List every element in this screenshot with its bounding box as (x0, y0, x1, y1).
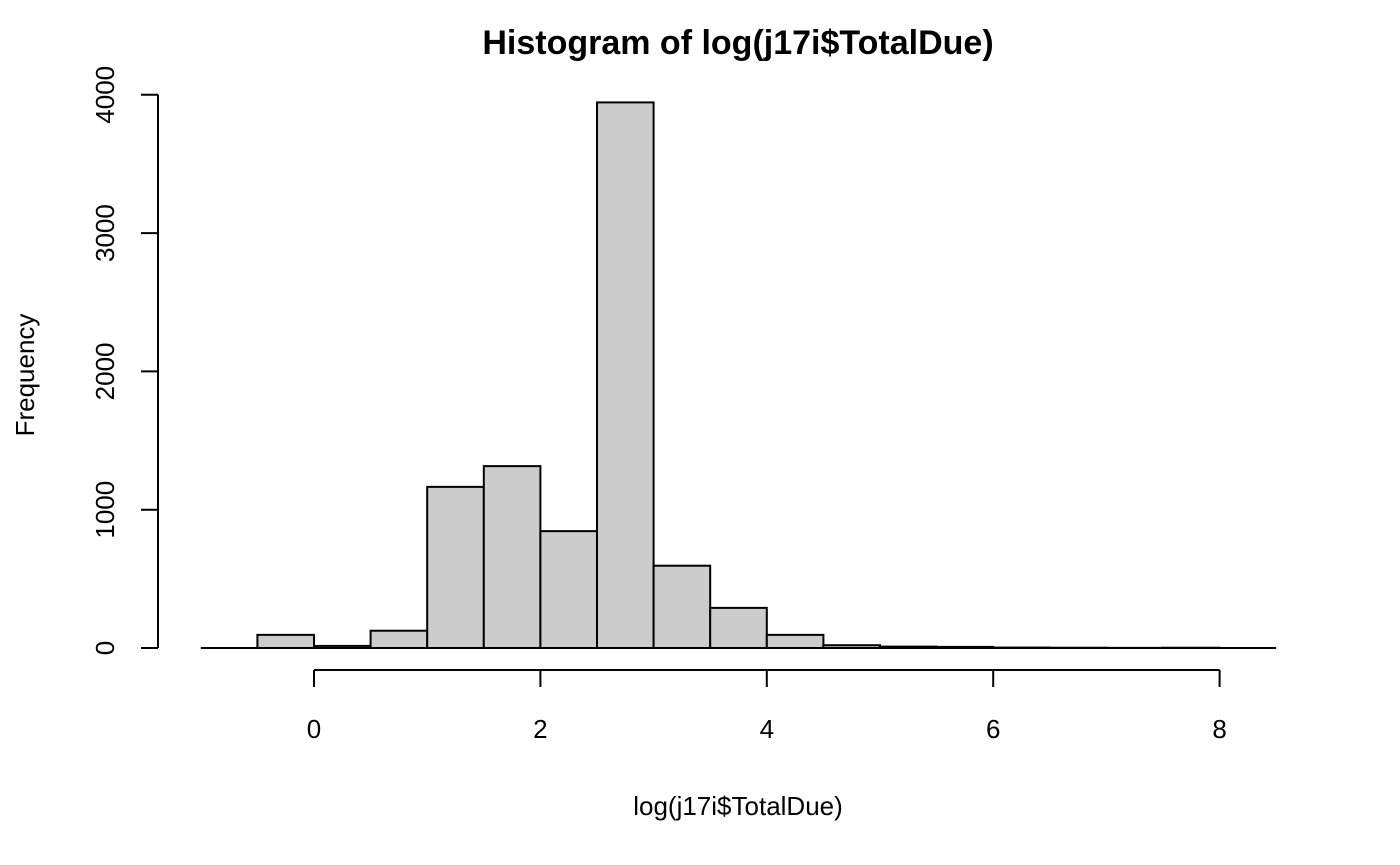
y-axis-label: Frequency (10, 314, 40, 437)
y-tick-label: 3000 (90, 204, 120, 262)
y-tick-label: 4000 (90, 66, 120, 124)
histogram-bar (879, 645, 938, 650)
x-tick-label: 6 (986, 714, 1000, 744)
histogram-bar (482, 465, 542, 649)
bars-group (200, 101, 1277, 650)
histogram-bar (765, 633, 825, 650)
histogram-bar (256, 633, 315, 650)
x-tick-label: 8 (1212, 714, 1226, 744)
x-axis-label: log(j17i$TotalDue) (633, 791, 843, 821)
histogram-bar (313, 644, 372, 649)
histogram-bar (596, 101, 655, 650)
x-tick-label: 2 (533, 714, 547, 744)
histogram-bar (709, 606, 768, 650)
histogram-bar (426, 485, 485, 649)
y-tick-label: 2000 (90, 342, 120, 400)
chart-title: Histogram of log(j17i$TotalDue) (482, 24, 993, 62)
x-tick-label: 4 (760, 714, 774, 744)
histogram-bar (822, 644, 882, 650)
y-tick-label: 1000 (90, 481, 120, 539)
histogram-bar (935, 645, 995, 650)
y-tick-label: 0 (90, 641, 120, 655)
histogram-bar (539, 530, 599, 649)
x-axis: 0 2 4 6 8 (307, 669, 1227, 744)
x-tick-label: 0 (307, 714, 321, 744)
y-axis: 0 1000 2000 3000 4000 (90, 66, 159, 655)
histogram-bar (369, 629, 429, 650)
histogram-bar (652, 564, 712, 649)
